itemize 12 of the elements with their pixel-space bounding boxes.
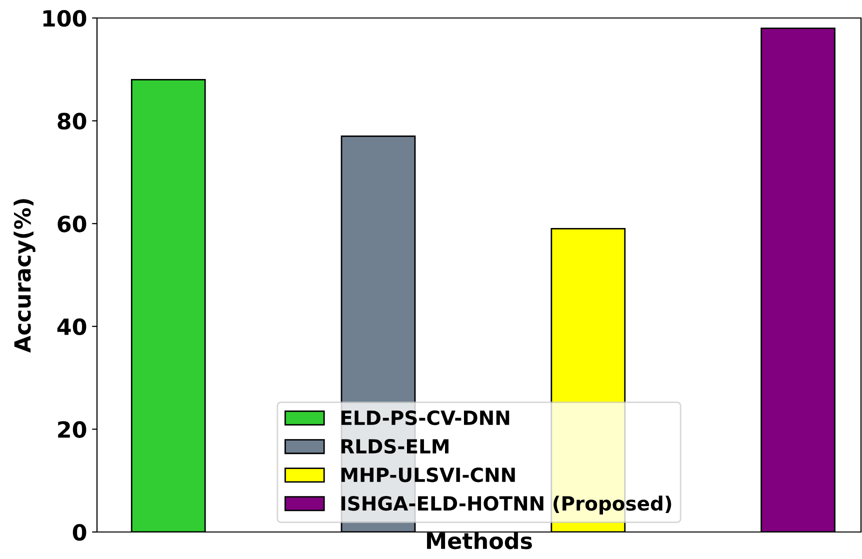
legend-label: RLDS-ELM [341, 438, 448, 454]
legend-label: ISHGA-ELD-HOTNN (Proposed) [341, 496, 672, 514]
y-tick-label: 40 [57, 318, 86, 336]
x-axis-title: Methods [427, 532, 532, 550]
y-axis-title: Accuracy(%) [14, 199, 36, 353]
y-tick-label: 60 [58, 216, 86, 232]
y-tick-label: 100 [43, 10, 86, 27]
y-tick-label: 80 [58, 112, 86, 130]
y-tick-label: 20 [58, 421, 86, 438]
legend-label: ELD-PS-CV-DNN [341, 410, 510, 426]
legend-label: MHP-ULSVI-CNN [341, 467, 515, 482]
y-tick-label: 0 [72, 524, 86, 541]
